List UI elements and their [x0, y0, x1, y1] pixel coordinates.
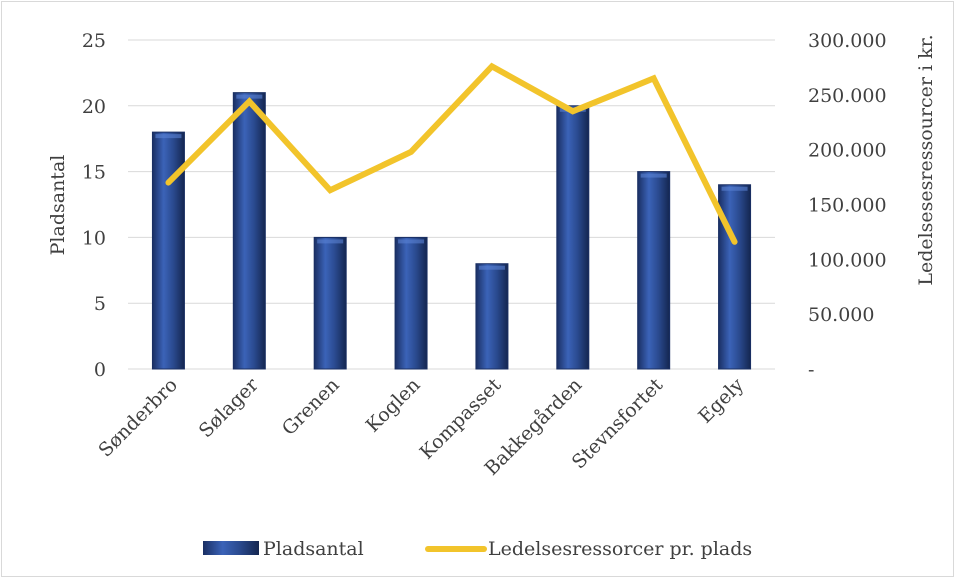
x-tick-label: Sølager — [195, 373, 264, 442]
left-tick-label: 20 — [82, 96, 106, 118]
left-tick-label: 15 — [82, 162, 106, 184]
bar-highlight — [317, 239, 344, 244]
right-tick-label: 200.000 — [808, 140, 887, 162]
bar — [394, 236, 428, 370]
bar-highlight — [398, 239, 425, 244]
x-axis-ticks: Sønderbro Sølager Grenen KoglenKompassetBak… — [94, 373, 748, 480]
line-path — [165, 62, 738, 245]
x-tick-label: Grenen — [278, 374, 344, 440]
legend-line-label: Ledelsesressorcer pr. plads — [488, 538, 752, 560]
right-tick-label: - — [808, 359, 814, 381]
right-tick-label: 300.000 — [808, 30, 887, 52]
line-series — [165, 62, 738, 245]
right-tick-label: 150.000 — [808, 195, 887, 217]
left-axis-ticks: 0 5 10 15 20 25 — [82, 30, 106, 381]
grid-lines — [128, 39, 775, 370]
x-tick-label: Koglen — [362, 374, 425, 437]
right-axis-title: Ledelsesesressourcer i kr. — [915, 34, 937, 285]
bar — [556, 105, 590, 370]
left-tick-label: 5 — [94, 293, 106, 315]
bar — [313, 236, 347, 370]
right-tick-label: 100.000 — [808, 249, 887, 271]
bar-highlight — [721, 186, 748, 191]
bar — [232, 92, 266, 370]
x-tick-label: Sønderbro — [94, 374, 182, 462]
x-tick-label: Egely — [694, 374, 748, 428]
bar-highlight — [236, 94, 263, 99]
bar-highlight — [155, 134, 182, 139]
right-tick-label: 50.000 — [808, 304, 874, 326]
legend: Pladsantal Ledelsesressorcer pr. plads — [203, 538, 752, 560]
bar-highlight — [640, 173, 667, 178]
left-tick-label: 0 — [94, 359, 106, 381]
bar — [637, 171, 671, 370]
bar-series — [151, 92, 752, 370]
legend-bar-swatch — [203, 541, 259, 555]
legend-bar-label: Pladsantal — [263, 538, 364, 560]
right-axis-ticks: - 50.000 100.000 150.000 200.000 250.000 300.0… — [808, 30, 887, 381]
bar — [475, 263, 509, 370]
x-tick-label: Kompasset — [416, 374, 506, 464]
bar-highlight — [478, 265, 505, 270]
left-tick-label: 10 — [82, 227, 106, 249]
right-tick-label: 250.000 — [808, 85, 887, 107]
left-axis-title: Pladsantal — [47, 155, 69, 256]
left-tick-label: 25 — [82, 30, 106, 52]
